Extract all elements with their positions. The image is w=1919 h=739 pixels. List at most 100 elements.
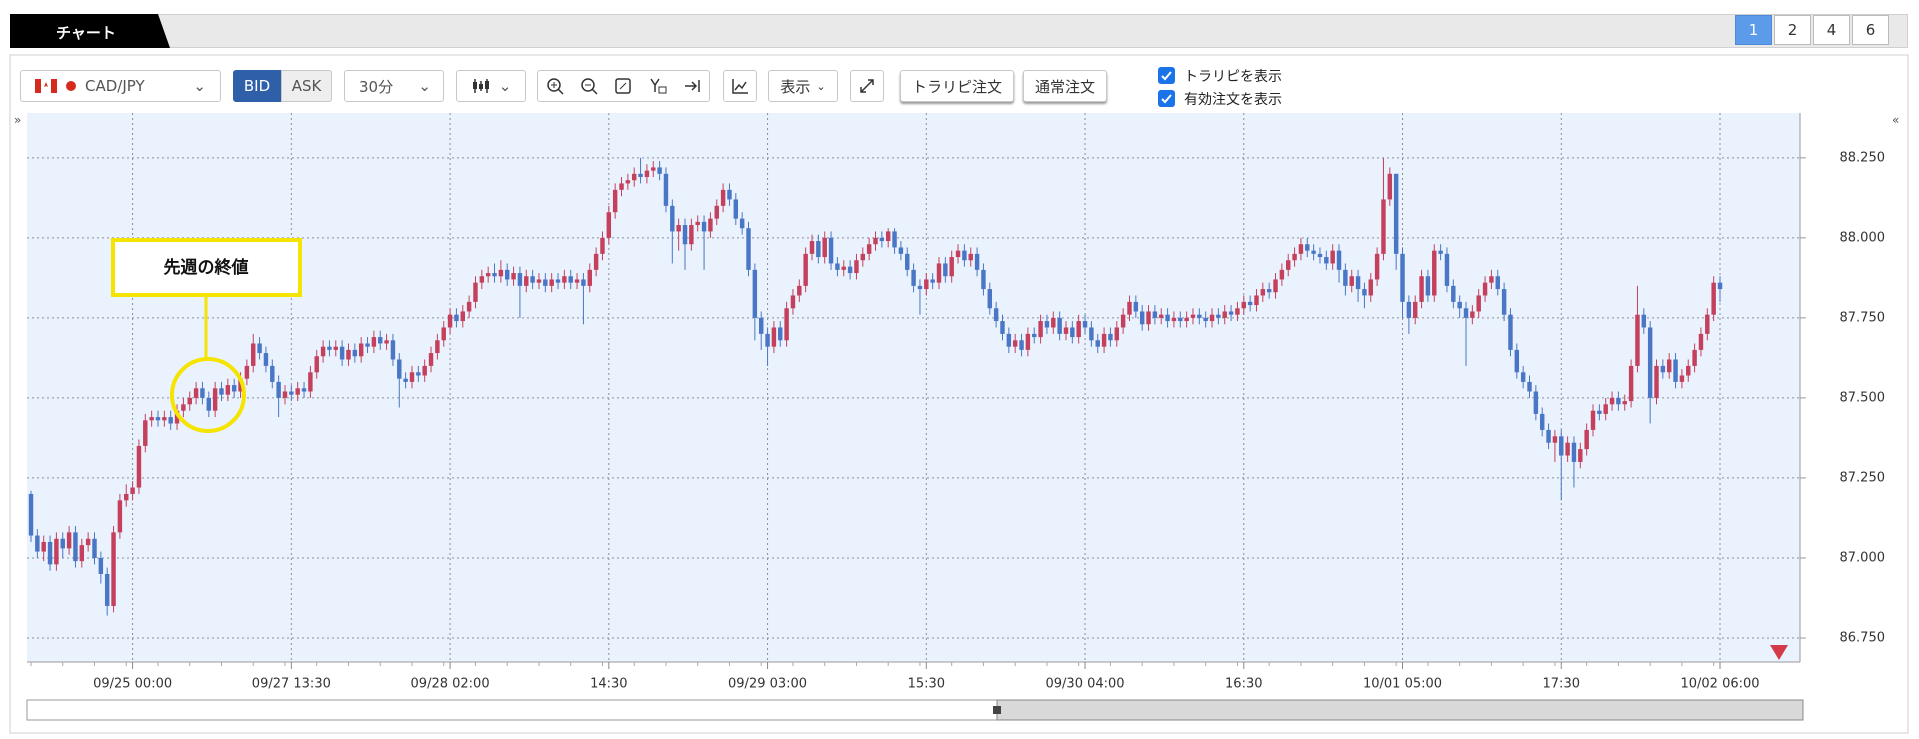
page-button[interactable]: 2 [1774,15,1811,45]
candle-body [1241,301,1247,309]
x-tick-label: 14:30 [590,677,627,692]
candle-body [231,385,237,392]
candle-body [885,231,891,242]
candle-body [955,250,961,258]
candle-body [968,253,973,261]
candle-body [447,314,453,328]
interval-label: 30分 [359,77,394,96]
candle-body [111,532,116,606]
candle-body [244,365,250,379]
candle-body [974,253,980,270]
candle-body [422,365,427,376]
page-button[interactable]: 6 [1852,15,1889,45]
candle-body [98,557,104,574]
candle-body [1527,381,1532,392]
candle-body [1438,250,1443,254]
candle-body [66,532,72,549]
candle-body [282,391,288,398]
zoom-in[interactable] [546,77,564,95]
candle-body [543,279,548,286]
page-button[interactable]: 1 [1735,15,1772,45]
candle-body [41,541,46,552]
candle-body [822,237,827,258]
collapse-left[interactable]: » [14,113,21,127]
annotation-box [111,238,302,297]
x-tick-label: 09/29 03:00 [728,677,807,692]
indicator-button[interactable] [723,70,757,102]
candle-body [803,253,808,286]
candle-body [1374,253,1380,280]
candle-body [339,346,345,360]
fit[interactable] [614,77,632,95]
candle-body [1622,401,1627,405]
candle-body [1152,311,1158,318]
candle-body [790,295,796,309]
bid-button[interactable]: BID [233,70,281,102]
candle-body [327,346,332,350]
display-label: 表示 [780,77,811,96]
candle-body [1673,359,1678,382]
candle-body [1533,391,1539,414]
candle-body [1571,442,1577,462]
interval-select[interactable]: 30分 ⌄ [344,70,444,102]
x-tick-label: 10/02 06:00 [1680,677,1759,692]
candle-body [143,420,148,446]
candle-body [1266,289,1272,293]
pair-select[interactable]: CAD/JPY ⌄ [20,70,221,102]
collapse-right[interactable]: « [1892,113,1899,127]
scroll-end[interactable] [683,77,701,95]
candle-body [1247,301,1253,306]
y-lock[interactable] [649,77,667,95]
candle-body [1317,253,1323,258]
candle-body [1101,333,1107,347]
candle-body [1705,314,1710,334]
checkbox[interactable] [1158,67,1175,84]
ask-button[interactable]: ASK [281,70,332,102]
tab[interactable]: チャート [10,14,170,48]
zoom-out[interactable] [580,77,598,95]
candle-body [847,266,853,274]
x-tick-label: 09/30 04:00 [1046,677,1125,692]
candle-body [657,167,662,174]
candle-body [1406,301,1412,318]
candle-body [1171,317,1177,322]
candle-body [1660,365,1666,373]
y-tick-label: 86.750 [1840,630,1886,645]
candle-body [1381,199,1386,254]
candle-body [1495,276,1500,290]
candle-body [841,266,846,270]
expand-button[interactable] [850,70,884,102]
candle-body [1298,244,1304,254]
candle-body [879,237,885,242]
candle-body [1038,321,1043,338]
chart-type-select[interactable]: ⌄ [456,70,526,102]
candle-body [333,346,339,350]
candle-body [1108,333,1113,341]
candle-body [1095,340,1100,347]
indicator-icon [732,79,748,94]
candle-body [949,257,954,277]
trarip-order-button[interactable]: トラリピ注文 [900,70,1014,102]
candle-body [504,269,510,280]
checkbox[interactable] [1158,90,1175,107]
candle-body [492,273,497,277]
candle-body [85,538,91,546]
candle-body [1463,308,1469,318]
candle-body [1546,429,1551,443]
y-tick-label: 88.250 [1840,150,1886,165]
display-button[interactable]: 表示 ⌄ [768,70,838,102]
candle-body [682,225,688,245]
candle-body [1273,279,1278,293]
scrollbar-handle[interactable] [993,706,1001,714]
candle-body [187,397,192,405]
scrollbar-thumb[interactable] [996,699,1804,721]
candle-body [1559,436,1564,456]
candle-body [276,381,281,398]
candle-body [149,417,154,421]
page-button[interactable]: 4 [1813,15,1850,45]
candle-body [765,333,770,347]
candle-body [454,314,459,322]
normal-order-button[interactable]: 通常注文 [1023,70,1107,102]
candle-body [962,250,967,261]
